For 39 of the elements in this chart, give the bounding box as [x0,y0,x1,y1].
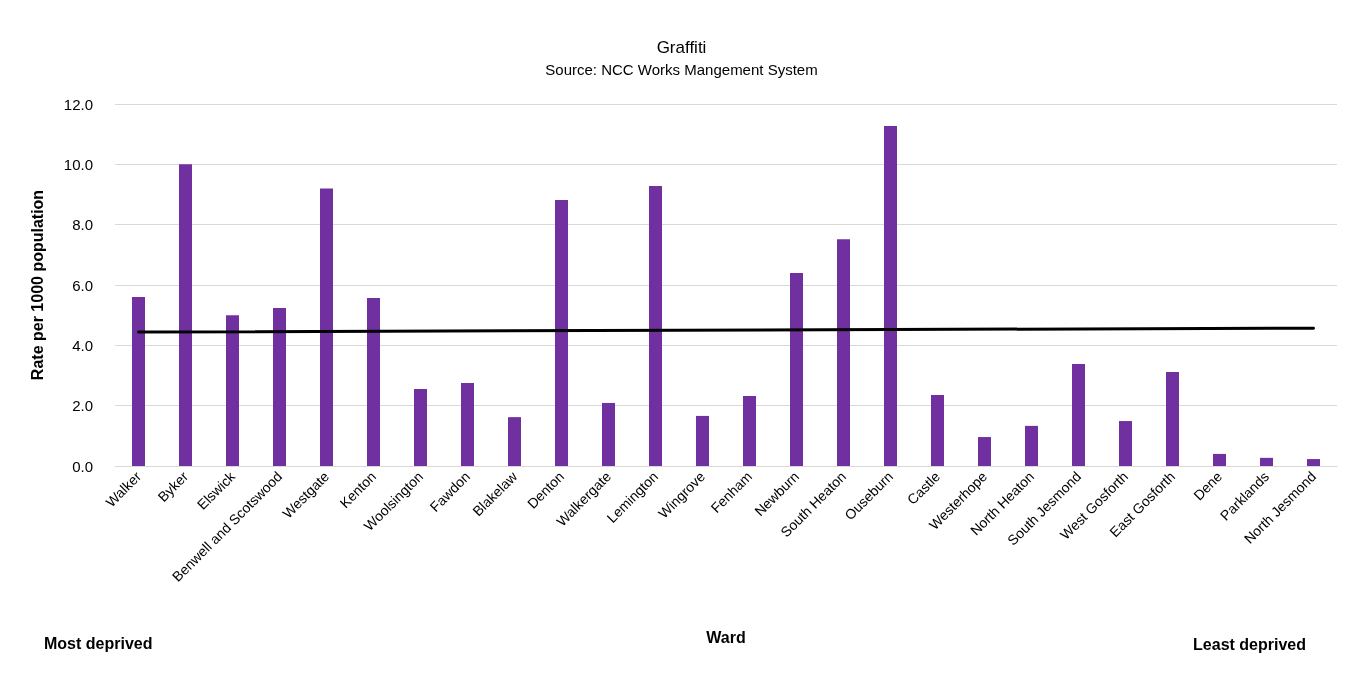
bar [931,395,944,466]
y-tick-label: 0.0 [72,457,93,475]
bar [367,297,380,466]
bar [273,307,286,466]
y-tick-label: 4.0 [72,336,93,354]
bar [602,402,615,466]
y-tick-label: 8.0 [72,216,93,234]
text: Least deprived [1193,635,1307,653]
chart-title: Graffiti [656,38,707,57]
y-axis-title: Rate per 1000 population [28,189,46,381]
bar [1072,364,1085,466]
bar [649,186,662,466]
bar [132,297,145,466]
bar [1119,421,1132,466]
bar [414,389,427,466]
bar [884,126,897,466]
bar [1166,371,1179,466]
y-tick-label: 6.0 [72,276,93,294]
bar [1213,453,1226,466]
y-tick-label: 12.0 [63,95,93,113]
text: Most deprived [44,634,153,652]
bar [461,383,474,466]
bar [555,199,568,466]
bar [837,239,850,466]
bar [978,437,991,466]
bar [743,396,756,466]
bar [320,188,333,466]
bar [790,272,803,466]
bar [179,164,192,466]
chart-subtitle: Source: NCC Works Mangement System [545,61,818,78]
bar [226,315,239,466]
bar [1307,459,1320,466]
bar [1260,457,1273,466]
bar [1025,425,1038,466]
bar [696,415,709,466]
y-tick-label: 2.0 [72,397,93,415]
bar [508,417,521,466]
x-axis-title: Ward [706,628,746,646]
y-tick-label: 10.0 [63,155,93,173]
